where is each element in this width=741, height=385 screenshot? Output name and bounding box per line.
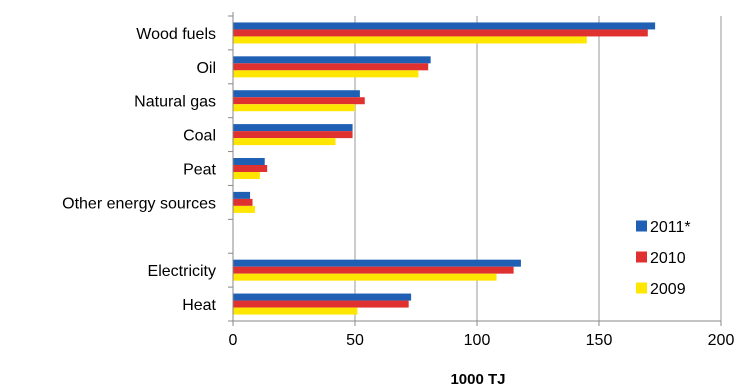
bar-2009-8: [233, 307, 358, 315]
bar-2010-0: [233, 29, 648, 37]
bar-2011-7: [233, 259, 521, 267]
legend: 2011* 2010 2009: [636, 219, 691, 298]
x-tick-label: 100: [464, 332, 491, 349]
bar-2009-3: [233, 138, 336, 146]
bar-2010-3: [233, 131, 353, 139]
category-label: Peat: [183, 162, 216, 179]
bar-2009-5: [233, 205, 255, 213]
category-label: Natural gas: [134, 94, 216, 111]
x-axis-title: 1000 TJ: [450, 371, 505, 385]
bar-2009-7: [233, 273, 497, 281]
x-tick-label: 0: [229, 332, 238, 349]
bar-2009-0: [233, 36, 587, 44]
bar-2011-2: [233, 90, 360, 98]
bar-2010-2: [233, 97, 365, 105]
bar-2011-0: [233, 22, 656, 30]
bar-2011-8: [233, 293, 412, 301]
bar-2010-5: [233, 198, 253, 206]
bar-2011-5: [233, 191, 251, 199]
legend-label: 2010: [650, 250, 686, 267]
x-tick-label: 50: [346, 332, 364, 349]
x-tick-label: 200: [708, 332, 735, 349]
bar-2011-1: [233, 56, 431, 64]
bar-2011-4: [233, 158, 265, 165]
axes: [228, 12, 722, 326]
category-label: Wood fuels: [136, 26, 216, 43]
x-tick-label: 150: [586, 332, 613, 349]
bars: [233, 22, 656, 315]
category-label: Heat: [182, 297, 216, 314]
legend-label: 2009: [650, 281, 686, 298]
category-label: Coal: [183, 128, 216, 145]
category-labels: Wood fuels Oil Natural gas Coal Peat Other en…: [62, 26, 216, 314]
bar-2010-8: [233, 300, 409, 308]
legend-swatch: [636, 220, 647, 232]
bar-2009-4: [233, 172, 260, 179]
bar-2010-1: [233, 63, 429, 71]
bar-2009-1: [233, 70, 419, 78]
bar-2010-4: [233, 165, 268, 172]
legend-swatch: [636, 251, 647, 263]
category-label: Oil: [196, 60, 216, 77]
category-label: Electricity: [148, 263, 216, 280]
bar-2010-7: [233, 266, 514, 274]
legend-swatch: [636, 282, 647, 294]
category-label: Other energy sources: [62, 195, 216, 212]
bar-2011-3: [233, 124, 353, 132]
legend-label: 2011*: [650, 219, 691, 236]
bar-2009-2: [233, 104, 355, 112]
x-tick-labels: 0 50 100 150 200: [229, 332, 735, 349]
